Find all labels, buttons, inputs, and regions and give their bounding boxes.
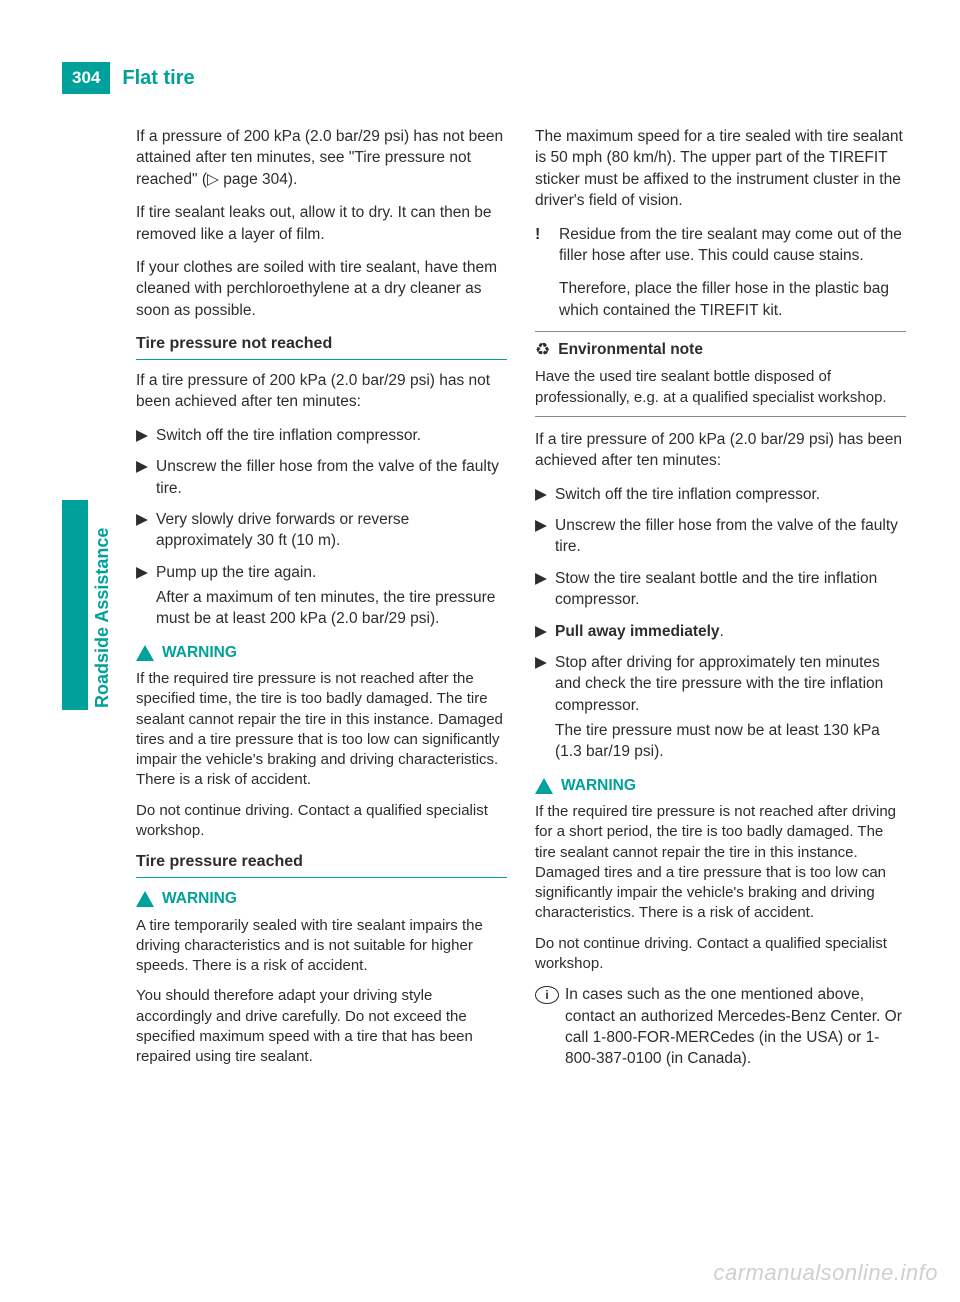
step-text: Very slowly drive forwards or reverse ap… xyxy=(156,509,507,552)
step-marker-icon: ▶ xyxy=(535,568,555,611)
side-label: Roadside Assistance xyxy=(92,528,113,708)
warning-text: Do not continue driving. Contact a quali… xyxy=(535,934,906,975)
watermark: carmanualsonline.info xyxy=(713,1260,938,1286)
step-item: ▶ Switch off the tire inflation compress… xyxy=(535,484,906,505)
step-item: ▶ Unscrew the filler hose from the valve… xyxy=(535,515,906,558)
heading-rule xyxy=(136,877,507,878)
warning-text: Do not continue driving. Contact a quali… xyxy=(136,801,507,842)
info-text: In cases such as the one mentioned above… xyxy=(565,984,906,1070)
step-marker-icon: ▶ xyxy=(136,562,156,583)
right-column: The maximum speed for a tire sealed with… xyxy=(535,126,906,1077)
env-heading: ♻ Environmental note xyxy=(535,338,906,361)
env-label: Environmental note xyxy=(558,339,703,360)
warning-triangle-icon xyxy=(136,645,154,661)
notice-bang-icon: ! xyxy=(535,224,559,322)
side-tab xyxy=(62,500,88,710)
step-marker-icon: ▶ xyxy=(136,425,156,446)
notice-text: Residue from the tire sealant may come o… xyxy=(559,224,906,322)
warning-text: You should therefore adapt your driving … xyxy=(136,986,507,1067)
step-continuation: The tire pressure must now be at least 1… xyxy=(555,720,906,763)
body-text: If a tire pressure of 200 kPa (2.0 bar/2… xyxy=(535,429,906,472)
notice-line: Therefore, place the filler hose in the … xyxy=(559,278,906,321)
warning-heading: WARNING xyxy=(136,642,507,663)
step-marker-icon: ▶ xyxy=(535,515,555,558)
body-text: The maximum speed for a tire sealed with… xyxy=(535,126,906,212)
body-text: If your clothes are soiled with tire sea… xyxy=(136,257,507,321)
heading-rule xyxy=(136,359,507,360)
step-text: Switch off the tire inflation compressor… xyxy=(555,484,906,505)
page-header: 304 Flat tire xyxy=(62,62,195,94)
warning-heading: WARNING xyxy=(136,888,507,909)
step-text: Switch off the tire inflation compressor… xyxy=(156,425,507,446)
step-text: Stow the tire sealant bottle and the tir… xyxy=(555,568,906,611)
step-marker-icon: ▶ xyxy=(535,652,555,716)
step-marker-icon: ▶ xyxy=(535,621,555,642)
step-item: ▶ Unscrew the filler hose from the valve… xyxy=(136,456,507,499)
step-marker-icon: ▶ xyxy=(136,456,156,499)
step-bold: Pull away immediately xyxy=(555,623,720,640)
env-rule xyxy=(535,331,906,332)
step-text: Pump up the tire again. xyxy=(156,562,507,583)
step-text: Pull away immediately. xyxy=(555,621,906,642)
warning-triangle-icon xyxy=(136,891,154,907)
leaf-icon: ♻ xyxy=(535,338,550,361)
info-icon: i xyxy=(535,986,559,1004)
warning-label: WARNING xyxy=(561,775,636,796)
warning-text: If the required tire pressure is not rea… xyxy=(136,669,507,791)
page-number: 304 xyxy=(62,62,110,94)
step-marker-icon: ▶ xyxy=(136,509,156,552)
subheading: Tire pressure not reached xyxy=(136,333,507,355)
subheading: Tire pressure reached xyxy=(136,851,507,873)
warning-label: WARNING xyxy=(162,888,237,909)
step-item: ▶ Very slowly drive forwards or reverse … xyxy=(136,509,507,552)
step-item: ▶ Stow the tire sealant bottle and the t… xyxy=(535,568,906,611)
info-block: i In cases such as the one mentioned abo… xyxy=(535,984,906,1070)
step-item: ▶ Pump up the tire again. xyxy=(136,562,507,583)
step-continuation: After a maximum of ten minutes, the tire… xyxy=(156,587,507,630)
left-column: If a pressure of 200 kPa (2.0 bar/29 psi… xyxy=(136,126,507,1077)
step-text: Unscrew the filler hose from the valve o… xyxy=(555,515,906,558)
step-marker-icon: ▶ xyxy=(535,484,555,505)
step-item: ▶ Stop after driving for approximately t… xyxy=(535,652,906,716)
warning-text: A tire temporarily sealed with tire seal… xyxy=(136,916,507,977)
step-item: ▶ Switch off the tire inflation compress… xyxy=(136,425,507,446)
step-item: ▶ Pull away immediately. xyxy=(535,621,906,642)
page-title: Flat tire xyxy=(122,67,194,90)
env-rule xyxy=(535,416,906,417)
env-text: Have the used tire sealant bottle dispos… xyxy=(535,367,906,408)
warning-heading: WARNING xyxy=(535,775,906,796)
warning-triangle-icon xyxy=(535,778,553,794)
step-text: Stop after driving for approximately ten… xyxy=(555,652,906,716)
content-area: If a pressure of 200 kPa (2.0 bar/29 psi… xyxy=(136,126,906,1077)
body-text: If tire sealant leaks out, allow it to d… xyxy=(136,202,507,245)
warning-text: If the required tire pressure is not rea… xyxy=(535,802,906,924)
step-text: Unscrew the filler hose from the valve o… xyxy=(156,456,507,499)
notice-block: ! Residue from the tire sealant may come… xyxy=(535,224,906,322)
notice-line: Residue from the tire sealant may come o… xyxy=(559,224,906,267)
warning-label: WARNING xyxy=(162,642,237,663)
step-dot: . xyxy=(720,623,724,640)
body-text: If a pressure of 200 kPa (2.0 bar/29 psi… xyxy=(136,126,507,190)
body-text: If a tire pressure of 200 kPa (2.0 bar/2… xyxy=(136,370,507,413)
